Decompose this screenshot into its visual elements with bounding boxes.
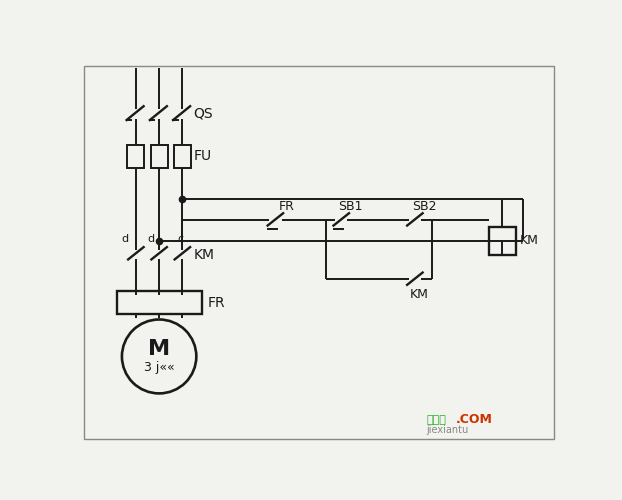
Text: d: d — [121, 234, 129, 244]
Bar — [151, 144, 168, 168]
Text: jiexiantu: jiexiantu — [427, 426, 469, 436]
Text: KM: KM — [519, 234, 539, 248]
Text: c: c — [178, 234, 184, 244]
Text: 3 j««: 3 j«« — [144, 360, 174, 374]
Text: .COM: .COM — [456, 413, 493, 426]
Text: M: M — [148, 339, 170, 359]
Text: SB1: SB1 — [338, 200, 363, 213]
Text: 接线图: 接线图 — [427, 414, 447, 424]
Text: KM: KM — [411, 288, 429, 302]
Text: FR: FR — [208, 296, 226, 310]
Text: QS: QS — [193, 107, 213, 121]
Bar — [116, 291, 202, 314]
Text: FU: FU — [193, 149, 211, 163]
Bar — [128, 144, 144, 168]
Bar — [488, 227, 516, 255]
Text: d: d — [148, 234, 155, 244]
Text: FR: FR — [279, 200, 295, 213]
Text: SB2: SB2 — [412, 200, 436, 213]
Bar — [174, 144, 191, 168]
Text: KM: KM — [193, 248, 214, 262]
